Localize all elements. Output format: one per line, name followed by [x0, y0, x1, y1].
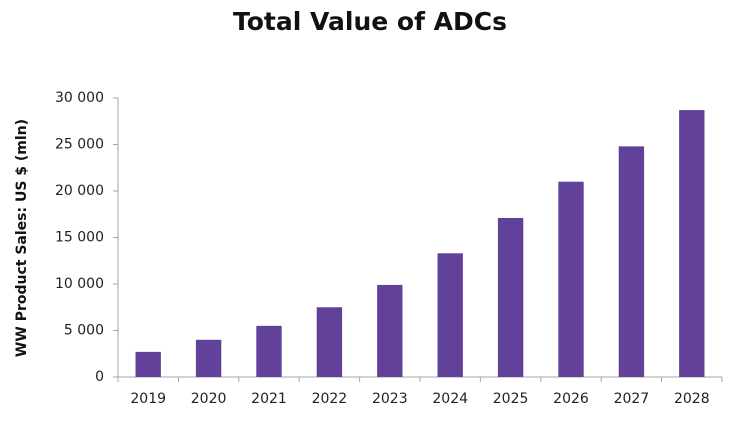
y-axis-label: WW Product Sales: US $ (mln) — [14, 119, 30, 357]
x-tick-label: 2021 — [251, 391, 287, 407]
x-tick-label: 2028 — [674, 391, 710, 407]
bar — [618, 146, 645, 377]
x-tick-label: 2025 — [493, 391, 529, 407]
bar — [679, 110, 705, 377]
x-tick-label: 2027 — [614, 391, 650, 407]
bar — [135, 351, 161, 377]
x-tick-label: 2026 — [553, 391, 589, 407]
y-tick-label: 0 — [95, 369, 104, 385]
y-tick-label: 30 000 — [55, 90, 104, 106]
bar — [195, 339, 222, 377]
x-tick-label: 2024 — [432, 391, 468, 407]
x-tick-label: 2019 — [130, 391, 166, 407]
y-tick-label: 5 000 — [64, 323, 104, 339]
y-tick-label: 10 000 — [55, 276, 104, 292]
x-tick-label: 2023 — [372, 391, 408, 407]
y-tick-label: 20 000 — [55, 183, 104, 199]
y-tick-label: 25 000 — [55, 137, 104, 153]
bar — [497, 217, 524, 377]
bar — [256, 325, 282, 377]
bar — [377, 284, 403, 377]
bar — [437, 253, 463, 377]
y-tick-label: 15 000 — [55, 230, 104, 246]
x-tick-label: 2022 — [312, 391, 348, 407]
x-tick-label: 2020 — [191, 391, 227, 407]
bar — [316, 307, 343, 377]
bar — [558, 181, 584, 377]
chart-title: Total Value of ADCs — [233, 7, 507, 36]
